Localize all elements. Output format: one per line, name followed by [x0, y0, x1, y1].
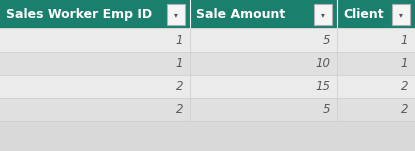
FancyBboxPatch shape	[167, 4, 185, 24]
Bar	[190, 29, 337, 52]
Text: 2: 2	[176, 80, 183, 93]
Bar	[337, 52, 415, 75]
Text: 1: 1	[400, 34, 408, 47]
Text: 5: 5	[323, 103, 330, 116]
Bar	[0, 75, 190, 98]
Bar	[337, 75, 415, 98]
Text: ▾: ▾	[399, 10, 403, 19]
Text: 15: 15	[315, 80, 330, 93]
Bar	[0, 52, 190, 75]
Bar	[337, 29, 415, 52]
FancyBboxPatch shape	[392, 4, 410, 24]
Bar	[0, 98, 190, 121]
Bar	[337, 98, 415, 121]
Text: Sales Worker Emp ID: Sales Worker Emp ID	[6, 8, 152, 21]
Text: 2: 2	[176, 103, 183, 116]
Text: 1: 1	[176, 57, 183, 70]
Bar	[190, 98, 337, 121]
Bar	[0, 0, 190, 29]
Bar	[337, 0, 415, 29]
FancyBboxPatch shape	[315, 4, 332, 24]
Text: 10: 10	[315, 57, 330, 70]
Text: 1: 1	[176, 34, 183, 47]
Text: 2: 2	[400, 103, 408, 116]
Text: ▾: ▾	[321, 10, 325, 19]
Bar	[190, 75, 337, 98]
Bar	[0, 29, 190, 52]
Bar	[190, 52, 337, 75]
Text: Client: Client	[343, 8, 384, 21]
Text: ▾: ▾	[174, 10, 178, 19]
Bar	[0, 121, 415, 151]
Text: 5: 5	[323, 34, 330, 47]
Text: Sale Amount: Sale Amount	[196, 8, 286, 21]
Text: 1: 1	[400, 57, 408, 70]
Bar	[190, 0, 337, 29]
Text: 2: 2	[400, 80, 408, 93]
